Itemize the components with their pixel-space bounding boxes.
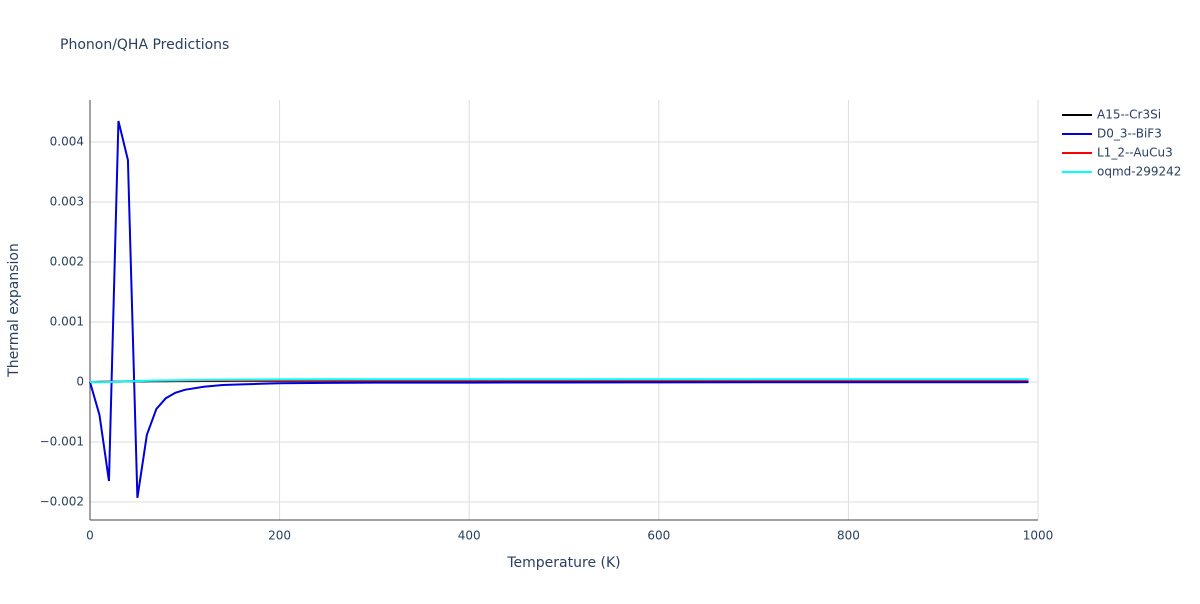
y-tick-label: 0.003 (50, 195, 84, 209)
y-tick-label: 0.004 (50, 135, 84, 149)
x-axis-label: Temperature (K) (506, 555, 620, 571)
y-tick-label: 0.001 (50, 315, 84, 329)
y-tick-label: −0.002 (40, 495, 84, 509)
legend-label: A15--Cr3Si (1097, 108, 1161, 122)
legend-label: oqmd-299242 (1097, 165, 1181, 179)
series-line (89, 120, 1029, 498)
legend-label: L1_2--AuCu3 (1097, 146, 1173, 160)
chart-title: Phonon/QHA Predictions (60, 37, 229, 53)
x-tick-label: 200 (268, 529, 291, 543)
x-tick-label: 0 (86, 529, 94, 543)
x-tick-label: 600 (647, 529, 670, 543)
y-tick-label: −0.001 (40, 435, 84, 449)
x-tick-label: 400 (458, 529, 481, 543)
legend-label: D0_3--BiF3 (1097, 127, 1162, 141)
y-tick-label: 0.002 (50, 255, 84, 269)
y-tick-label: 0 (76, 375, 84, 389)
x-tick-label: 800 (837, 529, 860, 543)
x-tick-label: 1000 (1023, 529, 1054, 543)
y-axis-label: Thermal expansion (6, 243, 22, 378)
series-line (89, 378, 1029, 384)
